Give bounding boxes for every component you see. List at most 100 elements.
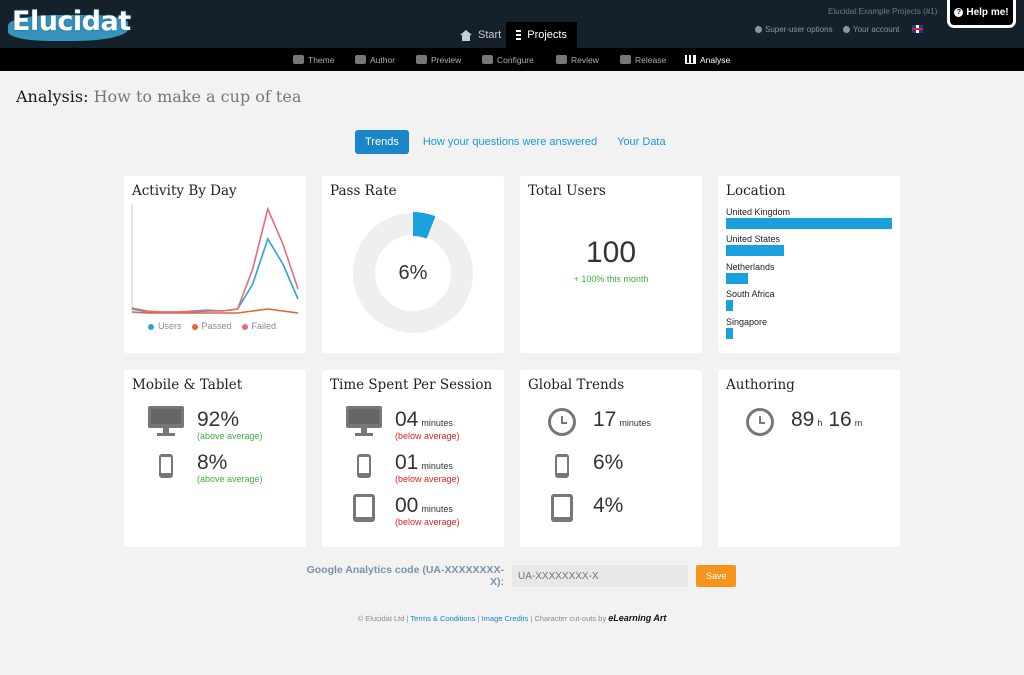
phone-share: 8% — [197, 451, 228, 474]
location-bar — [726, 218, 892, 229]
tablet-icon — [551, 494, 573, 522]
help-button[interactable]: ? Help me! — [947, 0, 1016, 28]
card-title: Activity By Day — [132, 183, 237, 199]
card-title: Global Trends — [528, 377, 625, 393]
global-trends-card: Global Trends 17 minutes 6% 4% — [520, 370, 702, 547]
subnav-configure[interactable]: Configure — [482, 48, 534, 71]
sub-navigation: Theme Author Preview Configure Review Re… — [0, 48, 1024, 71]
top-bar: Elucidat Start Projects Elucidat Example… — [0, 0, 1024, 48]
card-title: Time Spent Per Session — [330, 377, 493, 393]
uk-flag-icon[interactable] — [912, 25, 923, 33]
phone-icon — [555, 454, 569, 478]
your-account-link[interactable]: Your account — [843, 25, 899, 34]
elucidat-logo[interactable]: Elucidat — [8, 6, 131, 41]
clock-icon — [746, 408, 774, 436]
activity-chart — [131, 204, 299, 314]
google-analytics-row: Google Analytics code (UA-XXXXXXXX-X): S… — [296, 564, 737, 588]
location-label: United Kingdom — [726, 207, 791, 217]
authoring-card: Authoring 89 h 16 m — [718, 370, 900, 547]
legend-failed: Failed — [241, 321, 276, 331]
ga-code-input[interactable] — [512, 565, 689, 587]
tab-trends[interactable]: Trends — [355, 130, 409, 154]
project-name[interactable]: Elucidat Example Projects (#1) — [828, 7, 938, 16]
authoring-minutes: 16 — [828, 408, 852, 431]
global-phone: 6% — [593, 451, 624, 474]
page-title: Analysis: How to make a cup of tea — [16, 87, 302, 106]
card-title: Pass Rate — [330, 183, 397, 199]
donut-arc — [352, 212, 474, 334]
tablet-time: 00 — [395, 494, 419, 517]
desktop-share: 92% — [197, 408, 240, 431]
total-users-value: 100 — [585, 236, 637, 269]
save-button[interactable]: Save — [696, 565, 737, 587]
global-tablet: 4% — [593, 494, 624, 517]
clock-icon — [548, 408, 576, 436]
bar-chart-icon — [685, 55, 696, 64]
brush-icon — [293, 55, 304, 64]
cogs-icon — [482, 55, 493, 64]
tablet-icon — [353, 494, 375, 522]
footer: © Elucidat Ltd | Terms & Conditions | Im… — [357, 613, 667, 623]
subnav-release[interactable]: Release — [620, 48, 666, 71]
chart-legend: Users Passed Failed — [148, 321, 276, 331]
authoring-hours: 89 — [791, 408, 815, 431]
pencil-icon — [355, 55, 366, 64]
eye-icon — [416, 55, 427, 64]
desktop-note: (above average) — [197, 431, 263, 441]
tab-projects[interactable]: Projects — [506, 22, 577, 48]
time-spent-card: Time Spent Per Session 04 minutes (below … — [322, 370, 504, 547]
gear-icon — [843, 26, 850, 33]
gear-icon — [755, 26, 762, 33]
cloud-upload-icon — [620, 55, 631, 64]
location-label: Singapore — [726, 317, 768, 327]
home-icon — [460, 29, 472, 41]
tab-your-data[interactable]: Your Data — [617, 136, 666, 148]
terms-link[interactable]: Terms & Conditions — [410, 614, 476, 623]
legend-users: Users — [148, 321, 182, 331]
card-title: Mobile & Tablet — [132, 377, 243, 393]
subnav-analyse[interactable]: Analyse — [685, 48, 730, 71]
activity-card: Activity By Day Users Passed Failed — [124, 176, 306, 353]
desktop-time-note: (below average) — [395, 431, 460, 441]
series-line-failed — [131, 206, 299, 313]
total-users-card: Total Users 100 + 100% this month — [520, 176, 702, 353]
analysis-tabs: Trends How your questions were answered … — [355, 130, 676, 154]
global-time: 17 — [593, 408, 617, 431]
subnav-review[interactable]: Review — [556, 48, 599, 71]
card-title: Location — [726, 183, 786, 199]
location-label: United States — [726, 234, 781, 244]
list-icon — [516, 30, 522, 40]
phone-icon — [159, 454, 173, 478]
elearning-art-logo[interactable]: eLearning Art — [608, 613, 667, 623]
series-line-passed — [131, 308, 299, 314]
location-bar — [726, 245, 785, 256]
total-users-change: + 100% this month — [573, 274, 649, 284]
desktop-time: 04 — [395, 408, 419, 431]
pass-rate-donut — [352, 212, 474, 334]
tablet-time-note: (below average) — [395, 517, 460, 527]
mobile-tablet-card: Mobile & Tablet 92% (above average) 8% (… — [124, 370, 306, 547]
location-bar — [726, 328, 733, 339]
super-user-options-link[interactable]: Super-user options — [755, 25, 833, 34]
tab-questions[interactable]: How your questions were answered — [422, 136, 598, 148]
subnav-author[interactable]: Author — [355, 48, 395, 71]
phone-note: (above average) — [197, 474, 263, 484]
tab-start[interactable]: Start — [450, 22, 511, 48]
desktop-icon — [148, 406, 184, 436]
comments-icon — [556, 55, 567, 64]
subnav-preview[interactable]: Preview — [416, 48, 461, 71]
phone-time-note: (below average) — [395, 474, 460, 484]
series-line-users — [131, 237, 299, 313]
subnav-theme[interactable]: Theme — [293, 48, 334, 71]
location-bar — [726, 300, 733, 311]
location-label: South Africa — [726, 289, 775, 299]
image-credits-link[interactable]: Image Credits — [481, 614, 529, 623]
location-card: Location United Kingdom United States Ne… — [718, 176, 900, 353]
location-bar — [726, 273, 748, 284]
ga-label: Google Analytics code (UA-XXXXXXXX-X): — [306, 564, 505, 588]
legend-passed: Passed — [191, 321, 232, 331]
location-label: Netherlands — [726, 262, 775, 272]
card-title: Authoring — [726, 377, 795, 393]
pass-rate-card: Pass Rate 6% — [322, 176, 504, 353]
phone-icon — [357, 454, 371, 478]
